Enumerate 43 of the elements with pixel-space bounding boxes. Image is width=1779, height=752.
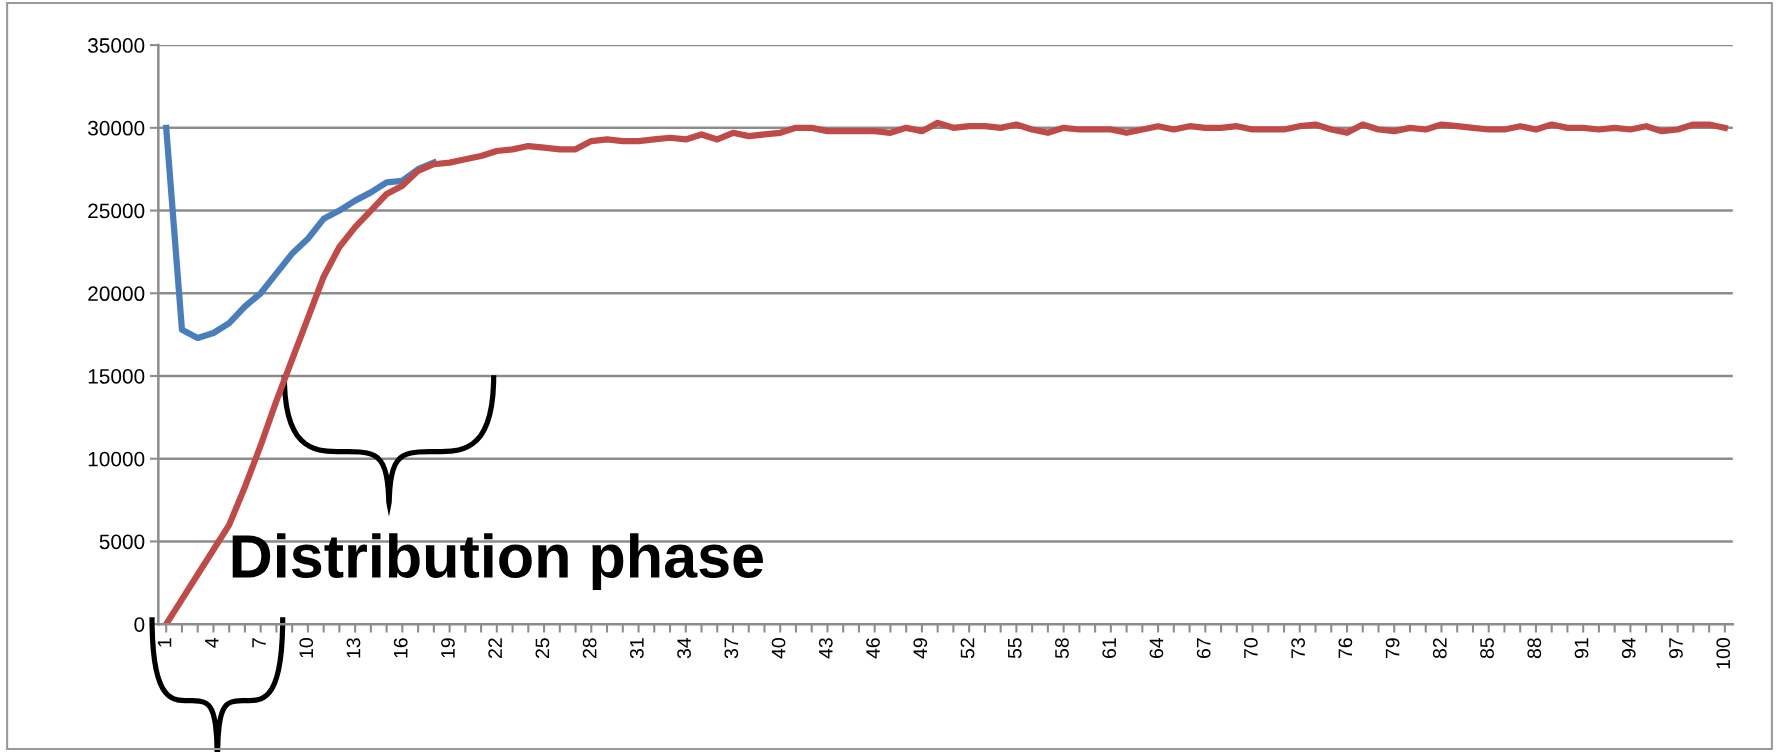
x-tick-label: 49: [913, 638, 928, 659]
x-tick-label: 76: [1338, 638, 1353, 658]
x-tick-label: 97: [1669, 638, 1683, 659]
x-tick-label: 73: [1291, 638, 1305, 658]
x-tick-label: 88: [1527, 638, 1542, 659]
x-tick-label: 10: [299, 638, 314, 658]
x-tick-label: 85: [1480, 638, 1494, 659]
x-tick-label: 1: [157, 638, 172, 647]
x-tick-label: 43: [818, 638, 833, 659]
x-tick-label: 4: [205, 637, 219, 648]
x-tick-label: 55: [1008, 638, 1022, 659]
y-tick-label: 5000: [99, 534, 145, 550]
x-tick-label: 100: [1716, 638, 1731, 669]
x-tick-label: 91: [1574, 638, 1589, 659]
x-tick-label: 34: [677, 637, 691, 659]
y-tick-label: 25000: [88, 203, 145, 219]
x-tick-label: 16: [393, 638, 408, 658]
x-tick-label: 22: [488, 638, 502, 658]
x-tick-label: 40: [771, 638, 786, 659]
x-tick-label: 79: [1385, 638, 1400, 658]
x-tick-label: 94: [1621, 637, 1636, 659]
x-tick-label: 82: [1432, 638, 1447, 659]
x-tick-label: 52: [960, 638, 975, 659]
x-tick-label: 19: [441, 638, 455, 658]
annotation: Distribution phase: [232, 533, 763, 591]
x-tick-label: 25: [535, 638, 550, 658]
x-tick-label: 61: [1102, 638, 1117, 658]
x-tick-label: 46: [866, 638, 880, 659]
x-tick-label: 67: [1196, 638, 1211, 658]
y-tick-label: 10000: [88, 451, 145, 467]
x-tick-label: 70: [1244, 638, 1258, 658]
y-tick-label: 30000: [88, 120, 145, 136]
x-tick-label: 37: [724, 638, 739, 659]
y-tick-label: 0: [134, 617, 145, 632]
x-tick-label: 7: [252, 638, 266, 648]
y-tick-label: 35000: [88, 38, 145, 53]
x-tick-label: 31: [629, 638, 644, 659]
x-tick-label: 13: [346, 638, 361, 658]
y-tick-label: 20000: [88, 286, 145, 302]
x-tick-label: 58: [1055, 638, 1069, 659]
x-tick-label: 28: [582, 638, 597, 658]
y-tick-label: 15000: [88, 369, 145, 384]
x-tick-label: 64: [1149, 637, 1164, 658]
